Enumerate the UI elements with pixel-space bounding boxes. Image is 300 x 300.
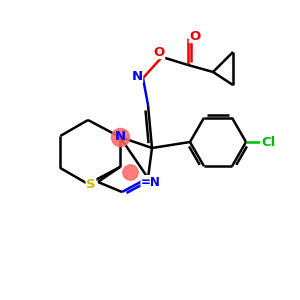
- Text: Cl: Cl: [261, 136, 275, 148]
- Text: S: S: [86, 178, 96, 191]
- Text: O: O: [189, 29, 201, 43]
- Text: O: O: [153, 46, 165, 59]
- Text: =N: =N: [141, 176, 161, 188]
- Text: N: N: [131, 70, 142, 83]
- Text: N: N: [114, 130, 126, 143]
